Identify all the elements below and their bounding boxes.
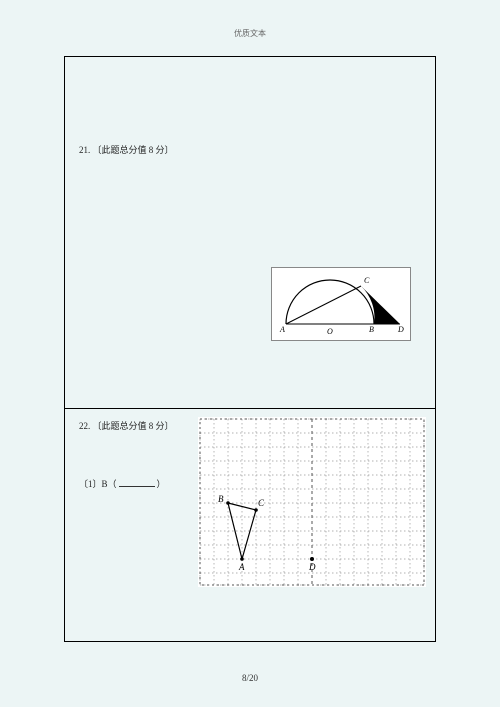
- q22-sub-label: 〔1〕B（: [79, 479, 117, 489]
- grid-label-A: A: [238, 562, 245, 572]
- q22-prompt: 〔此题总分值 8 分〕: [93, 421, 174, 431]
- section-divider: [65, 408, 435, 409]
- page-frame: 21. 〔此题总分值 8 分〕 A B C D O 22. 〔此题总分值 8 分…: [64, 56, 436, 642]
- label-A: A: [279, 325, 285, 334]
- q22-subpart: 〔1〕B（ ）: [79, 477, 166, 490]
- page-number: 8/20: [242, 673, 258, 683]
- q22-sub-close: ）: [157, 479, 166, 489]
- label-C: C: [364, 276, 370, 285]
- label-D: D: [397, 325, 404, 334]
- q22-number: 22.: [79, 421, 90, 431]
- q21-prompt: 〔此题总分值 8 分〕: [93, 145, 174, 155]
- grid-label-B: B: [218, 494, 224, 504]
- q22-grid: A B C D: [198, 417, 426, 587]
- label-O: O: [327, 327, 333, 336]
- fill-blank: [119, 477, 155, 487]
- semicircle-diagram: A B C D O: [272, 268, 412, 342]
- coordinate-grid: A B C D: [198, 417, 426, 587]
- grid-label-D: D: [308, 562, 316, 572]
- point-d: [310, 557, 314, 561]
- page-footer: 8/20: [0, 673, 500, 683]
- question-21: 21. 〔此题总分值 8 分〕: [79, 143, 174, 156]
- question-22: 22. 〔此题总分值 8 分〕: [79, 419, 174, 432]
- label-B: B: [369, 325, 374, 334]
- grid-label-C: C: [258, 498, 265, 508]
- header-text: 优质文本: [234, 29, 266, 38]
- q21-number: 21.: [79, 145, 90, 155]
- doc-header: 优质文本: [0, 0, 500, 39]
- q21-figure: A B C D O: [271, 267, 411, 341]
